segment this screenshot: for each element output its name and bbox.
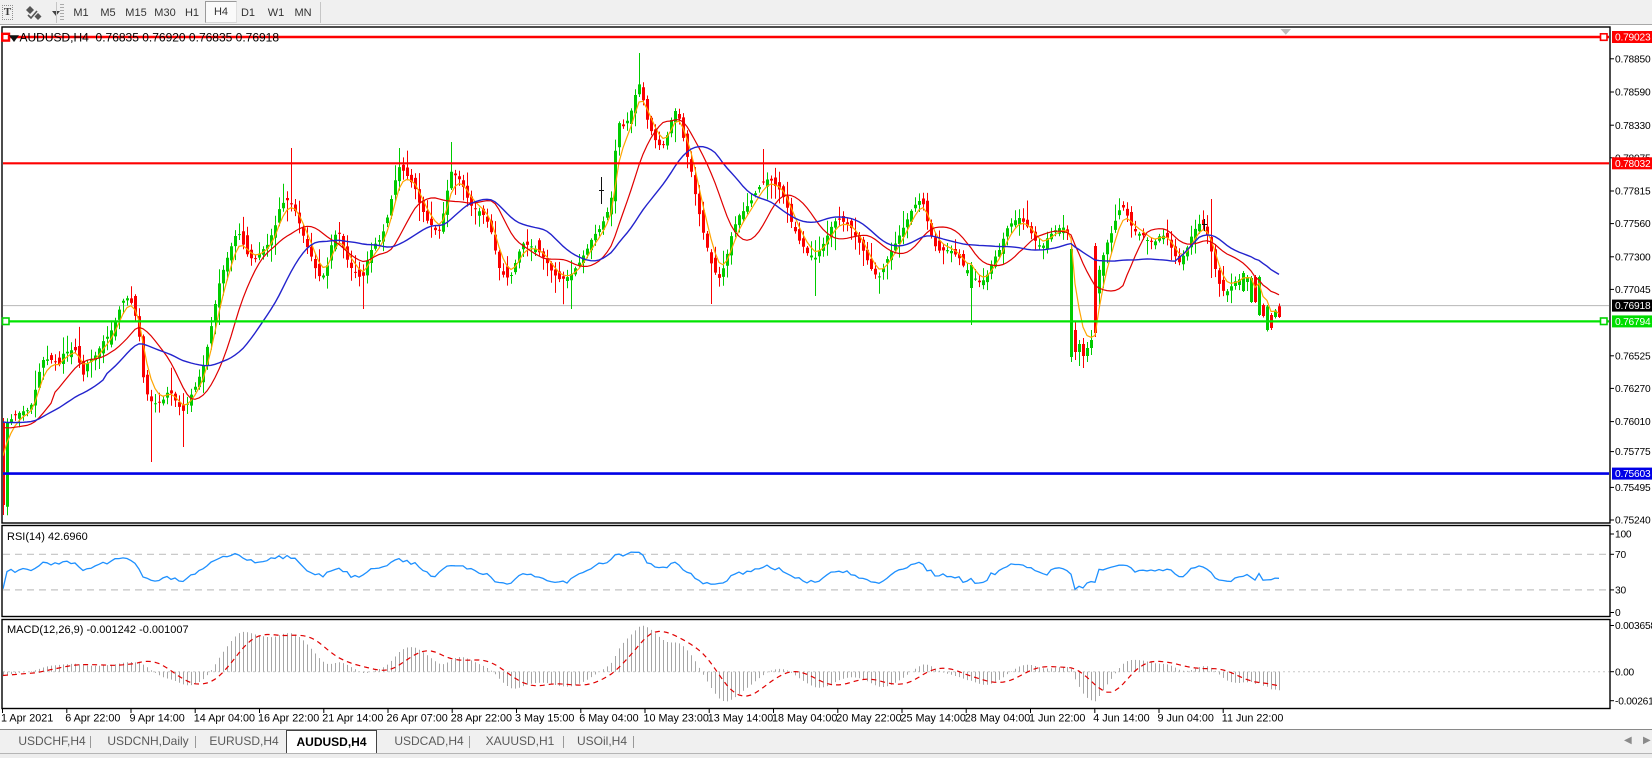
svg-text:10 May 23:00: 10 May 23:00 [644,713,709,725]
svg-text:0.75603: 0.75603 [1615,469,1651,480]
svg-text:26 Apr 07:00: 26 Apr 07:00 [387,713,448,725]
svg-text:13 May 14:00: 13 May 14:00 [708,713,773,725]
svg-text:RSI(14) 42.6960: RSI(14) 42.6960 [7,531,88,543]
svg-text:20 May 22:00: 20 May 22:00 [836,713,901,725]
svg-text:28 May 04:00: 28 May 04:00 [965,713,1030,725]
svg-text:0.76918: 0.76918 [1615,301,1651,312]
svg-text:0.76794: 0.76794 [1615,317,1651,328]
svg-text:0.77045: 0.77045 [1615,285,1651,296]
svg-text:0.78850: 0.78850 [1615,54,1651,65]
svg-text:70: 70 [1615,550,1626,561]
svg-text:0.75240: 0.75240 [1615,516,1651,527]
svg-text:-0.002613: -0.002613 [1615,696,1652,707]
svg-text:21 Apr 14:00: 21 Apr 14:00 [322,713,383,725]
svg-text:0.77300: 0.77300 [1615,252,1651,263]
svg-text:0.78032: 0.78032 [1615,159,1651,170]
svg-text:0.76525: 0.76525 [1615,351,1651,362]
svg-text:25 May 14:00: 25 May 14:00 [901,713,966,725]
svg-text:9 Jun 04:00: 9 Jun 04:00 [1158,713,1214,725]
svg-text:0.00: 0.00 [1615,667,1635,678]
svg-text:0.79023: 0.79023 [1615,33,1651,44]
svg-text:MACD(12,26,9) -0.001242 -0.001: MACD(12,26,9) -0.001242 -0.001007 [7,624,189,636]
svg-text:18 May 04:00: 18 May 04:00 [772,713,837,725]
svg-text:0.77560: 0.77560 [1615,219,1651,230]
svg-text:100: 100 [1615,530,1632,541]
svg-text:28 Apr 22:00: 28 Apr 22:00 [451,713,512,725]
svg-text:0.78590: 0.78590 [1615,88,1651,99]
svg-text:0.76270: 0.76270 [1615,384,1651,395]
svg-text:AUDUSD,H4 0.76835 0.76920 0.7: AUDUSD,H4 0.76835 0.76920 0.76835 0.7691… [20,31,280,45]
svg-text:9 Apr 14:00: 9 Apr 14:00 [130,713,185,725]
svg-text:0.76010: 0.76010 [1615,417,1651,428]
svg-text:30: 30 [1615,586,1626,597]
svg-text:0.003658: 0.003658 [1615,621,1652,632]
svg-text:1 Jun 22:00: 1 Jun 22:00 [1029,713,1085,725]
svg-text:6 May 04:00: 6 May 04:00 [579,713,638,725]
svg-text:1 Apr 2021: 1 Apr 2021 [1,713,53,725]
svg-text:14 Apr 04:00: 14 Apr 04:00 [194,713,255,725]
svg-text:0: 0 [1615,608,1621,619]
svg-text:0.75495: 0.75495 [1615,483,1651,494]
svg-text:0.77815: 0.77815 [1615,187,1651,198]
svg-text:16 Apr 22:00: 16 Apr 22:00 [258,713,319,725]
svg-text:0.78330: 0.78330 [1615,121,1651,132]
svg-text:4 Jun 14:00: 4 Jun 14:00 [1093,713,1149,725]
svg-text:6 Apr 22:00: 6 Apr 22:00 [65,713,120,725]
svg-text:11 Jun 22:00: 11 Jun 22:00 [1222,713,1284,725]
svg-text:3 May 15:00: 3 May 15:00 [515,713,574,725]
svg-text:0.75775: 0.75775 [1615,447,1651,458]
